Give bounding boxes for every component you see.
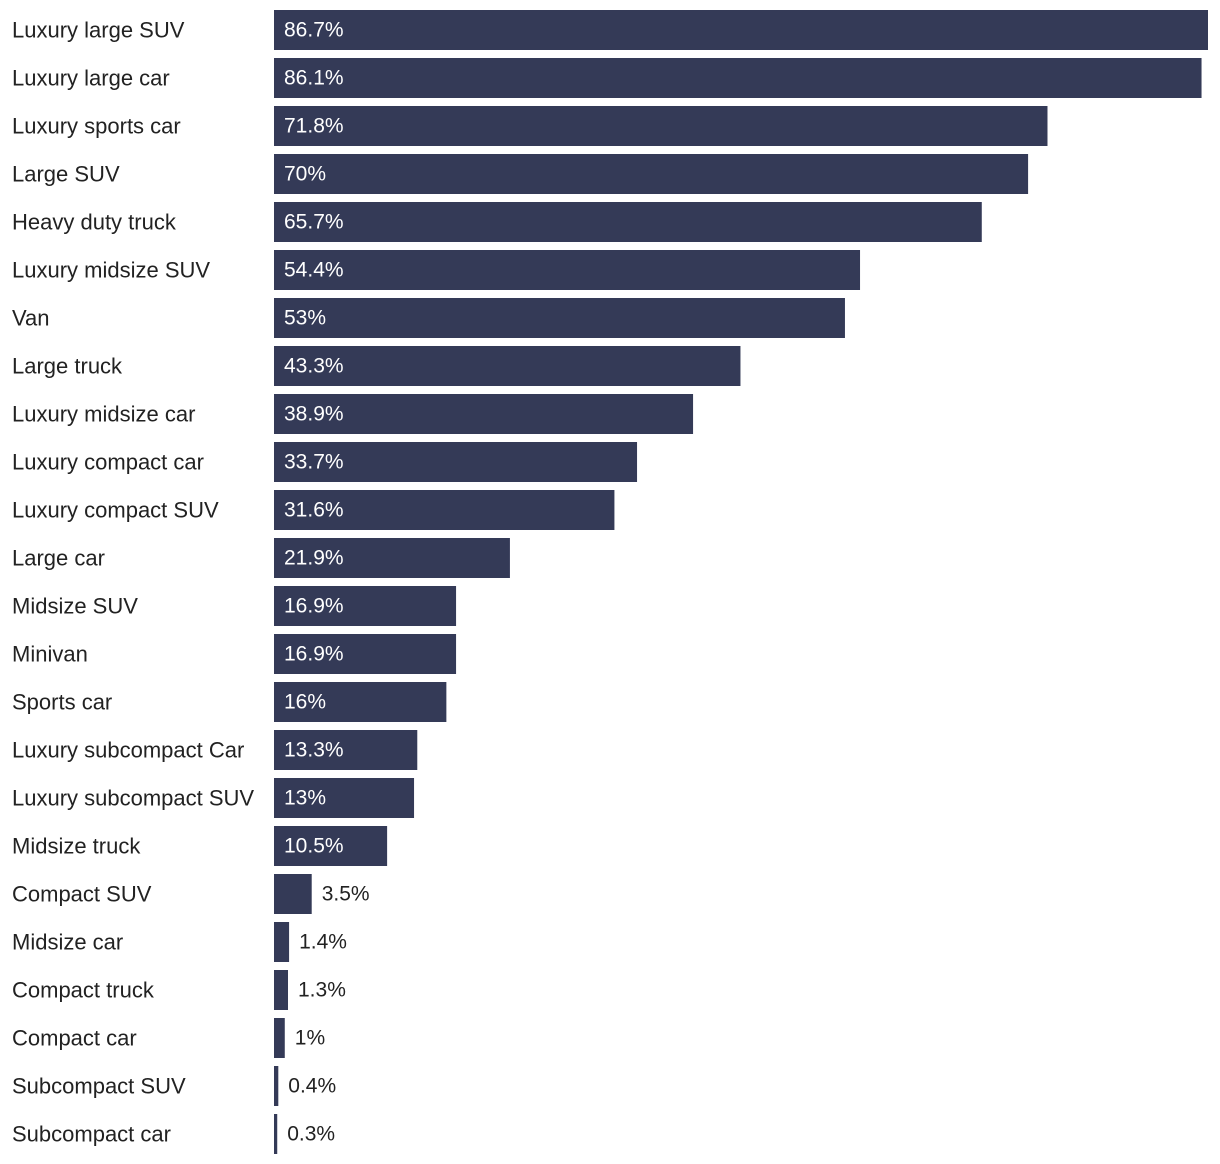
category-label: Luxury sports car	[12, 114, 181, 139]
bar	[274, 1066, 279, 1106]
category-label: Compact truck	[12, 978, 155, 1003]
value-label: 86.1%	[284, 67, 344, 90]
bar	[274, 202, 982, 242]
bar	[274, 394, 694, 434]
category-label: Luxury midsize car	[12, 402, 195, 427]
bar	[274, 10, 1208, 50]
bar	[274, 634, 457, 674]
category-label: Luxury large SUV	[12, 18, 185, 43]
bar	[274, 970, 289, 1010]
value-label: 1.4%	[299, 931, 347, 954]
value-label: 43.3%	[284, 355, 344, 378]
value-label: 0.3%	[287, 1123, 335, 1146]
category-label: Luxury midsize SUV	[12, 258, 210, 283]
category-label: Midsize car	[12, 930, 123, 955]
bar	[274, 682, 447, 722]
value-label: 53%	[284, 307, 326, 330]
category-label: Midsize SUV	[12, 594, 138, 619]
value-label: 70%	[284, 163, 326, 186]
value-label: 65.7%	[284, 211, 344, 234]
bar	[274, 874, 312, 914]
value-label: 10.5%	[284, 835, 344, 858]
value-label: 1%	[295, 1027, 325, 1050]
category-label: Large SUV	[12, 162, 120, 187]
bar	[274, 1018, 285, 1058]
category-label: Luxury compact car	[12, 450, 204, 475]
value-label: 16.9%	[284, 643, 344, 666]
value-label: 71.8%	[284, 115, 344, 138]
category-label: Midsize truck	[12, 834, 141, 859]
bar	[274, 442, 638, 482]
category-label: Luxury large car	[12, 66, 170, 91]
bar	[274, 1114, 278, 1154]
bar	[274, 778, 415, 818]
category-label: Large truck	[12, 354, 123, 379]
category-label: Heavy duty truck	[12, 210, 177, 235]
category-label: Subcompact car	[12, 1122, 171, 1147]
category-label: Subcompact SUV	[12, 1074, 186, 1099]
value-label: 54.4%	[284, 259, 344, 282]
value-label: 3.5%	[322, 883, 370, 906]
value-label: 21.9%	[284, 547, 344, 570]
bar	[274, 58, 1202, 98]
value-labels: 86.7% 86.1% 71.8% 70% 65.7% 54.4% 53% 43.3% 38.9…	[284, 19, 370, 1146]
category-label: Minivan	[12, 642, 88, 667]
category-label: Van	[12, 306, 50, 331]
bar	[274, 106, 1048, 146]
bar	[274, 250, 861, 290]
value-label: 16%	[284, 691, 326, 714]
category-label: Luxury compact SUV	[12, 498, 219, 523]
value-label: 38.9%	[284, 403, 344, 426]
category-label: Sports car	[12, 690, 112, 715]
category-label: Luxury subcompact SUV	[12, 786, 254, 811]
bar	[274, 538, 510, 578]
value-label: 13%	[284, 787, 326, 810]
value-label: 1.3%	[298, 979, 346, 1002]
bar	[274, 730, 418, 770]
category-labels: Luxury large SUV Luxury large car Luxury s…	[12, 18, 254, 1147]
value-label: 0.4%	[288, 1075, 336, 1098]
bar	[274, 586, 457, 626]
value-label: 16.9%	[284, 595, 344, 618]
value-label: 31.6%	[284, 499, 344, 522]
value-label: 13.3%	[284, 739, 344, 762]
bar	[274, 826, 388, 866]
value-label: 86.7%	[284, 19, 344, 42]
bar	[274, 346, 741, 386]
bars	[274, 10, 1208, 1154]
category-label: Large car	[12, 546, 105, 571]
value-label: 33.7%	[284, 451, 344, 474]
category-label: Compact SUV	[12, 882, 152, 907]
bar	[274, 298, 845, 338]
category-label: Compact car	[12, 1026, 137, 1051]
category-label: Luxury subcompact Car	[12, 738, 244, 763]
bar	[274, 922, 290, 962]
bar	[274, 490, 615, 530]
bar	[274, 154, 1029, 194]
